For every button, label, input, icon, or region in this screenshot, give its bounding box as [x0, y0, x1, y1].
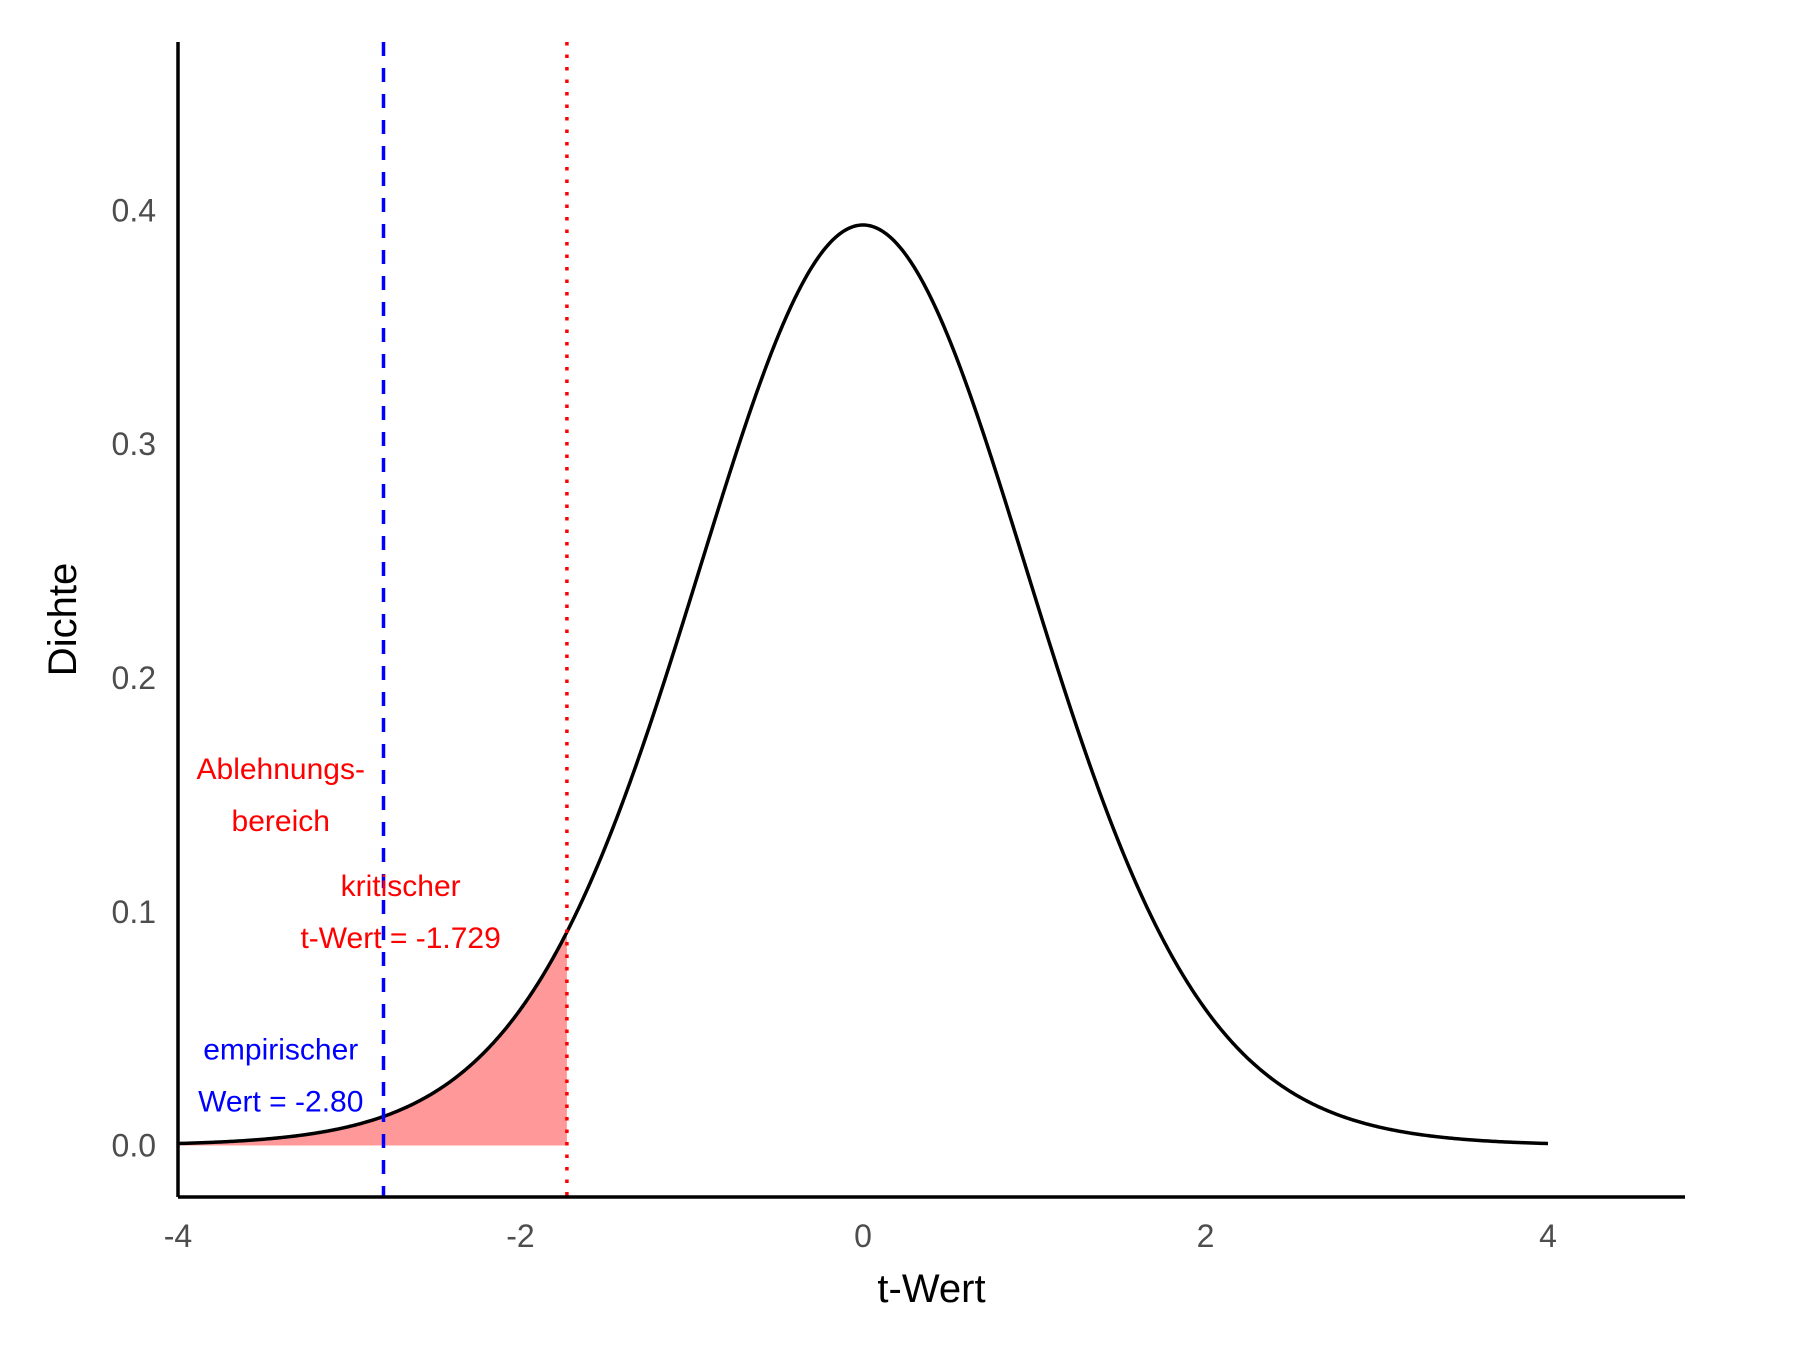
axis-layer	[176, 42, 1685, 1199]
y-tick-label: 0.3	[112, 426, 156, 462]
curve-layer	[177, 223, 1549, 1146]
annotation-line: empirischer	[203, 1033, 358, 1066]
annotation-line: bereich	[232, 805, 330, 838]
x-tick-label: 4	[1539, 1218, 1557, 1254]
annotation-line: t-Wert = -1.729	[300, 922, 500, 955]
annotation-line: kritischer	[341, 870, 461, 903]
tick-layer: -4 -2 0 2 4 0.0 0.1 0.2 0.3 0.4	[112, 192, 1557, 1254]
annotation-line: Wert = -2.80	[198, 1085, 363, 1118]
rejection-region-shade	[178, 932, 567, 1146]
rejection-region-label: Ablehnungs-bereich	[197, 753, 365, 838]
x-axis-title: t-Wert	[877, 1267, 985, 1311]
vline-layer	[381, 42, 569, 1197]
annotation-layer: Ablehnungs-bereich kritischer t-Wert = -1.…	[197, 753, 501, 1119]
y-axis-title: Dichte	[41, 563, 85, 676]
y-tick-label: 0.1	[112, 894, 156, 930]
y-tick-label: 0.2	[112, 660, 156, 696]
density-curve	[177, 223, 1549, 1146]
y-tick-label: 0.4	[112, 192, 156, 228]
empirical-value-label: empirischer Wert = -2.80	[198, 1033, 363, 1118]
critical-value-label: kritischer t-Wert = -1.729	[300, 870, 500, 955]
annotation-line: Ablehnungs-	[197, 753, 365, 786]
x-tick-label: 2	[1197, 1218, 1215, 1254]
x-tick-label: -2	[506, 1218, 534, 1254]
x-tick-label: 0	[854, 1218, 872, 1254]
y-tick-label: 0.0	[112, 1128, 156, 1164]
shade-layer	[178, 932, 567, 1146]
x-tick-label: -4	[164, 1218, 192, 1254]
